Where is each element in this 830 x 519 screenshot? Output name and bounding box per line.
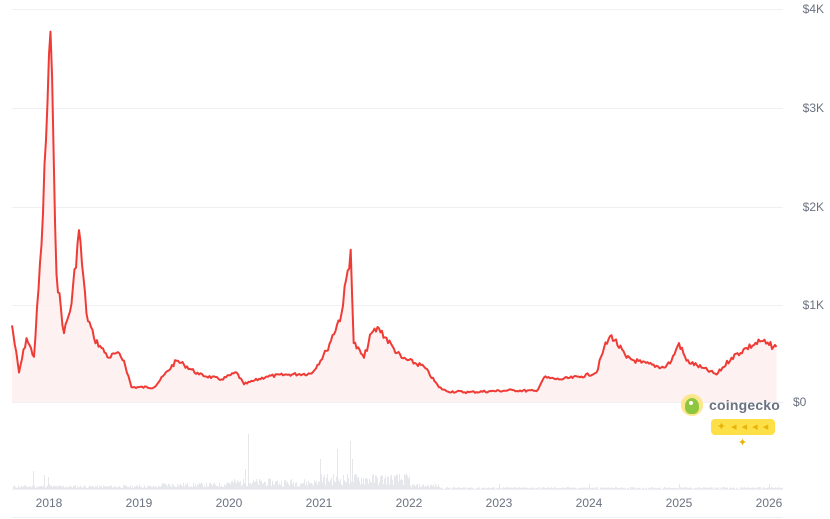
x-tick-2026: 2026 (755, 496, 783, 510)
brand-name: coingecko (709, 397, 781, 413)
price-area-fill (12, 31, 777, 402)
coingecko-watermark: coingecko (681, 394, 780, 416)
y-tick-2k: $2K (802, 200, 824, 214)
x-tick-2019: 2019 (125, 496, 153, 510)
price-line[interactable] (11, 30, 778, 395)
y-tick-1k: $1K (802, 298, 824, 312)
x-tick-2024: 2024 (575, 496, 603, 510)
x-tick-2018: 2018 (35, 496, 63, 510)
x-tick-2020: 2020 (215, 496, 243, 510)
y-tick-0: $0 (793, 395, 807, 409)
y-tick-4k: $4K (802, 2, 824, 16)
grid-lines (12, 9, 783, 518)
y-tick-3k: $3K (802, 101, 824, 115)
sparkle-badge: ✦ ◂ ◂ ◂ ◂ ✦ (711, 419, 775, 449)
x-tick-2023: 2023 (485, 496, 513, 510)
x-tick-2021: 2021 (305, 496, 333, 510)
gecko-logo-icon (681, 394, 703, 416)
x-tick-2025: 2025 (665, 496, 693, 510)
volume-bars (13, 434, 783, 489)
x-tick-2022: 2022 (395, 496, 423, 510)
